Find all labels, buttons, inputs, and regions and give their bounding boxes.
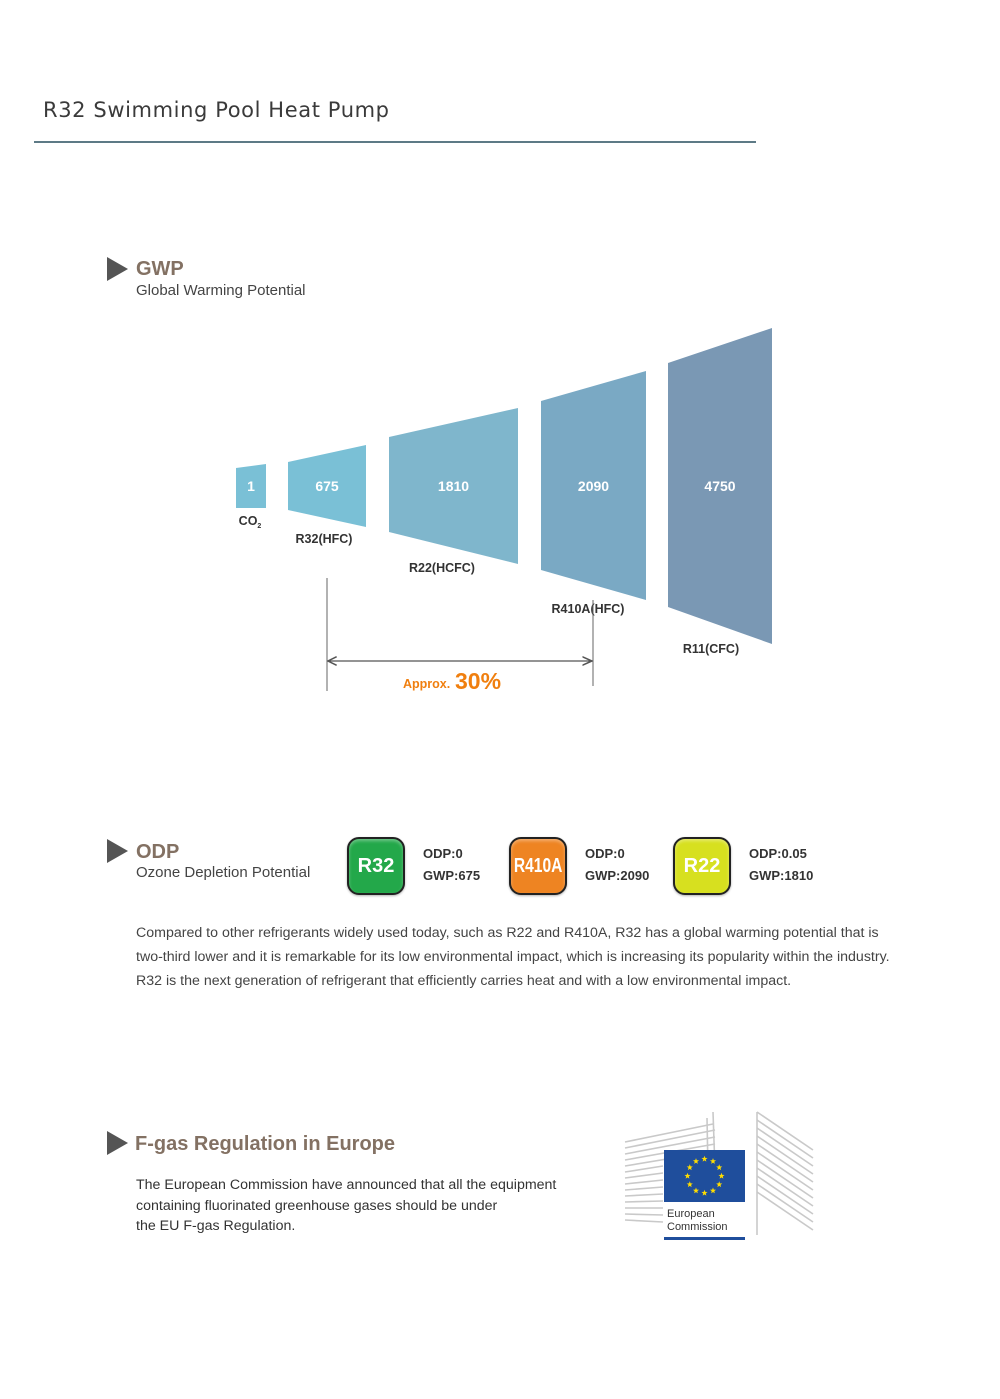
- title-divider: [34, 141, 756, 143]
- r22-info: ODP:0.05 GWP:1810: [749, 843, 813, 887]
- approx-value: 30%: [455, 668, 501, 694]
- gwp-chart: 1 675 1810 2090 4750 CO2 R32(HFC) R22(HCFC) R41…: [236, 328, 772, 694]
- r22-badge: R22: [673, 837, 731, 895]
- r32-badge-label: R32: [357, 854, 395, 877]
- gwp-value-label: 675: [315, 478, 339, 494]
- star-icon: [686, 1164, 693, 1171]
- r22-badge-label: R22: [683, 854, 721, 877]
- gwp-bar-r410a-hfc: [541, 371, 646, 600]
- r410a-info: ODP:0 GWP:2090: [585, 843, 649, 887]
- paragraph-line: The European Commission have announced t…: [136, 1177, 557, 1193]
- european-commission-logo: European Commission: [624, 1111, 814, 1240]
- star-icon: [692, 1158, 700, 1164]
- r32-odp: ODP:0: [423, 846, 463, 861]
- odp-title: ODP: [136, 841, 180, 863]
- r410a-gwp: GWP:2090: [585, 868, 650, 883]
- fgas-section-arrow-icon: [107, 1131, 128, 1155]
- star-icon: [684, 1172, 691, 1179]
- approx-prefix: Approx.: [403, 677, 450, 691]
- star-icon: [686, 1181, 693, 1188]
- r32-badge: R32: [347, 837, 405, 895]
- star-icon: [701, 1155, 708, 1162]
- paragraph-line: the EU F-gas Regulation.: [136, 1218, 296, 1234]
- gwp-value-label: 1810: [438, 478, 469, 494]
- gwp-value-label: 2090: [578, 478, 609, 494]
- gwp-bar-co2: [236, 464, 266, 508]
- gwp-bar-r22-hcfc: [389, 408, 518, 564]
- star-icon: [716, 1164, 723, 1171]
- paragraph-line: two-third lower and it is remarkable for…: [136, 949, 890, 965]
- gwp-value-label: 4750: [704, 478, 735, 494]
- odp-subtitle: Ozone Depletion Potential: [136, 864, 311, 881]
- gwp-bar-r11-cfc: [668, 328, 772, 644]
- star-icon: [716, 1181, 723, 1188]
- eu-stars: [684, 1155, 725, 1196]
- star-icon: [692, 1187, 700, 1194]
- gwp-category-label: R22(HCFC): [409, 561, 475, 575]
- gwp-category-label: R410A(HFC): [552, 602, 625, 616]
- gwp-category-label: R11(CFC): [683, 642, 739, 656]
- gwp-value-label: 1: [247, 478, 255, 494]
- odp-paragraph: Compared to other refrigerants widely us…: [136, 921, 916, 993]
- gwp-section-arrow-icon: [107, 257, 128, 281]
- r410a-badge-label: R410A: [513, 854, 563, 877]
- fgas-title: F-gas Regulation in Europe: [135, 1133, 396, 1155]
- r410a-odp: ODP:0: [585, 846, 625, 861]
- r410a-badge: R410A: [509, 837, 567, 895]
- r32-gwp: GWP:675: [423, 868, 481, 883]
- star-icon: [718, 1172, 725, 1179]
- odp-section-arrow-icon: [107, 839, 128, 863]
- paragraph-line: containing fluorinated greenhouse gases …: [136, 1197, 498, 1214]
- logo-text-line1: European: [667, 1208, 715, 1220]
- logo-underline: [664, 1237, 745, 1240]
- page-title: R32 Swimming Pool Heat Pump: [43, 98, 390, 122]
- star-icon: [701, 1189, 708, 1196]
- r22-gwp: GWP:1810: [749, 868, 814, 883]
- fgas-paragraph: The European Commission have announced t…: [136, 1175, 556, 1237]
- star-icon: [709, 1187, 717, 1194]
- gwp-category-label: CO2: [239, 514, 262, 530]
- star-icon: [709, 1158, 717, 1164]
- gwp-bar-r32-hfc: [288, 445, 366, 527]
- r22-odp: ODP:0.05: [749, 846, 807, 861]
- r32-info: ODP:0 GWP:675: [423, 843, 480, 887]
- gwp-subtitle: Global Warming Potential: [136, 282, 306, 299]
- logo-text-line2: Commission: [667, 1221, 728, 1233]
- gwp-title: GWP: [136, 258, 184, 280]
- gwp-category-label: R32(HFC): [296, 532, 353, 546]
- paragraph-line: R32 is the next generation of refrigeran…: [136, 973, 792, 989]
- paragraph-line: Compared to other refrigerants widely us…: [136, 925, 879, 941]
